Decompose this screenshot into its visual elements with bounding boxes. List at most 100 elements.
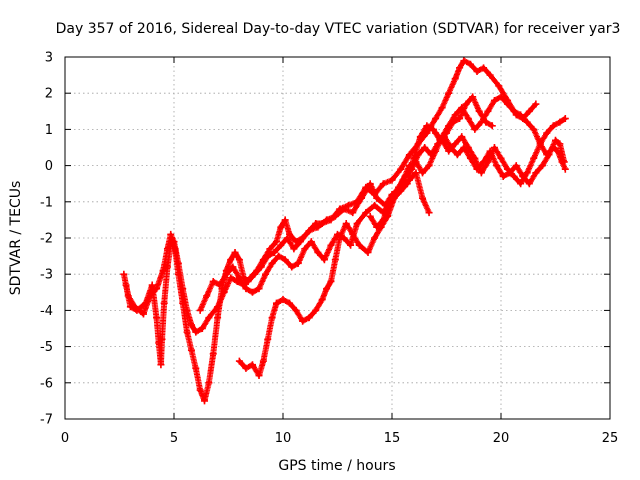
data-point: [490, 96, 498, 104]
data-point: [286, 299, 294, 307]
y-tick-label: -2: [40, 232, 53, 247]
data-point: [331, 256, 339, 264]
data-point: [425, 209, 433, 217]
data-point: [530, 154, 538, 162]
data-point: [299, 317, 307, 325]
data-point: [493, 162, 501, 170]
data-point: [530, 125, 538, 133]
data-point: [445, 147, 453, 155]
data-point: [371, 201, 379, 209]
data-point: [477, 169, 485, 177]
data-point: [538, 162, 546, 170]
data-point: [244, 277, 252, 285]
data-point: [456, 115, 464, 123]
data-point: [416, 133, 424, 141]
data-point: [292, 306, 300, 314]
data-point: [445, 122, 453, 130]
data-point: [192, 328, 200, 336]
data-point: [523, 118, 531, 126]
data-point: [432, 147, 440, 155]
data-point: [464, 115, 472, 123]
data-point: [451, 140, 459, 148]
y-axis-title: SDTVAR / TECUs: [8, 181, 24, 296]
data-point: [272, 238, 280, 246]
data-point: [196, 306, 204, 314]
data-point: [504, 100, 512, 108]
data-point: [294, 259, 302, 267]
data-point: [272, 299, 280, 307]
data-point: [262, 270, 270, 278]
x-tick-label: 15: [384, 431, 401, 446]
y-tick-label: -5: [40, 340, 53, 355]
data-point: [120, 270, 128, 278]
data-point: [412, 169, 420, 177]
data-point: [425, 162, 433, 170]
data-point: [357, 194, 365, 202]
x-axis-title: GPS time / hours: [278, 458, 395, 474]
data-point: [264, 335, 272, 343]
data-point: [549, 122, 557, 130]
data-point: [549, 144, 557, 151]
data-point: [497, 154, 505, 162]
data-point: [327, 241, 335, 249]
data-point: [160, 299, 168, 307]
data-point: [499, 172, 507, 180]
data-point: [460, 57, 468, 65]
data-point: [423, 122, 431, 130]
data-point: [536, 140, 544, 148]
x-tick-label: 0: [61, 431, 69, 446]
data-point: [475, 107, 483, 115]
data-point: [552, 136, 559, 144]
data-point: [438, 104, 446, 112]
data-point: [517, 111, 525, 119]
data-point: [392, 191, 400, 199]
data-point: [543, 151, 551, 159]
data-point: [464, 144, 472, 151]
data-point: [353, 220, 361, 228]
data-point: [371, 234, 379, 242]
data-point: [312, 306, 320, 314]
data-point: [235, 274, 243, 282]
data-point: [133, 306, 141, 314]
data-point: [334, 230, 341, 238]
data-point: [504, 165, 512, 173]
data-point: [327, 277, 335, 285]
data-point: [179, 299, 187, 307]
data-point: [421, 144, 429, 151]
series-markers: [367, 93, 569, 231]
data-point: [205, 379, 213, 387]
data-point: [543, 129, 551, 137]
data-point: [525, 107, 533, 115]
data-point: [227, 274, 235, 282]
y-tick-label: -1: [40, 195, 53, 210]
data-point: [305, 314, 313, 322]
data-point: [419, 169, 427, 177]
y-tick-label: -4: [40, 304, 53, 319]
data-point: [163, 263, 171, 271]
data-point: [532, 100, 540, 108]
data-point: [122, 281, 130, 289]
data-point: [257, 263, 265, 271]
data-point: [379, 216, 387, 224]
data-point: [281, 256, 289, 264]
data-point: [458, 104, 466, 112]
data-point: [480, 64, 488, 72]
data-point: [561, 115, 569, 123]
data-point: [270, 248, 278, 256]
data-point: [379, 180, 387, 188]
data-point: [205, 314, 213, 322]
data-point: [235, 357, 243, 365]
data-point: [397, 165, 405, 173]
data-point: [153, 314, 161, 322]
data-point: [451, 111, 459, 119]
data-point: [349, 209, 357, 217]
data-point: [484, 107, 492, 115]
data-point: [495, 82, 503, 90]
data-point: [203, 292, 211, 300]
x-tick-label: 5: [170, 431, 178, 446]
data-point: [255, 285, 263, 293]
data-point: [469, 93, 477, 101]
y-tick-label: 0: [45, 159, 53, 174]
data-point: [405, 151, 413, 159]
data-point: [275, 252, 283, 260]
